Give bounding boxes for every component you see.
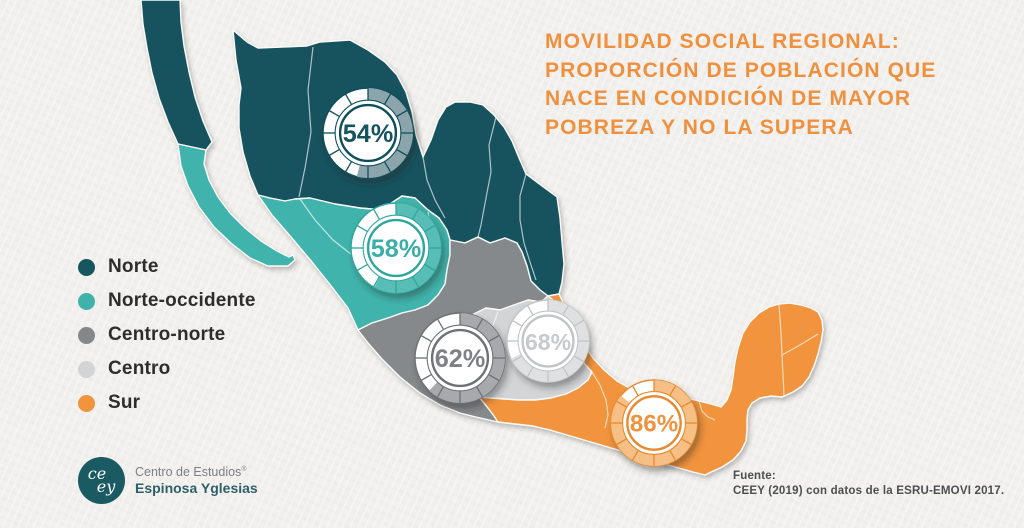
logo-line1: Centro de Estudios® [135, 465, 247, 480]
value-badges: 54% 58% 62% 68% 86% [322, 87, 698, 467]
region-norte-baja-california [140, 0, 213, 151]
map-legend: Norte Norte-occidente Centro-norte Centr… [78, 250, 256, 420]
legend-swatch-centro [78, 360, 95, 378]
ceey-logo-text: Centro de Estudios® Espinosa Yglesias [135, 465, 258, 495]
legend-item-centro: Centro [78, 352, 256, 386]
legend-label: Norte [108, 256, 159, 277]
svg-text:54%: 54% [343, 120, 393, 148]
ceey-logo-icon: ce ey [78, 457, 125, 504]
svg-text:68%: 68% [525, 329, 571, 355]
ceey-logo: ce ey Centro de Estudios® Espinosa Ygles… [78, 457, 258, 504]
badge-centro: 68% [506, 299, 590, 383]
badge-norte-occidente: 58% [350, 202, 442, 294]
region-norte-occidente-baja-sur [177, 143, 296, 267]
badge-sur: 86% [610, 379, 698, 467]
legend-swatch-norte [78, 258, 95, 276]
logo-line2: Espinosa Yglesias [135, 479, 258, 496]
svg-text:62%: 62% [435, 345, 485, 373]
source-text: CEEY (2019) con datos de la ESRU-EMOVI 2… [733, 484, 1005, 497]
svg-text:58%: 58% [371, 235, 421, 263]
svg-text:86%: 86% [630, 411, 678, 438]
title-line: MOVILIDAD SOCIAL REGIONAL: [545, 30, 900, 53]
legend-label: Centro-norte [108, 324, 226, 345]
legend-swatch-centro-norte [78, 326, 95, 344]
logo-monogram: ce [87, 464, 107, 484]
title-line: POBREZA Y NO LA SUPERA [545, 115, 854, 139]
title-line: PROPORCIÓN DE POBLACIÓN QUE [545, 58, 937, 82]
legend-swatch-norte-occidente [78, 292, 95, 310]
legend-label: Norte-occidente [108, 290, 256, 311]
logo-monogram: ey [96, 476, 116, 496]
legend-item-norte-occidente: Norte-occidente [78, 284, 256, 318]
legend-item-sur: Sur [78, 386, 256, 420]
badge-centro-norte: 62% [414, 312, 506, 404]
chart-title: MOVILIDAD SOCIAL REGIONAL: PROPORCIÓN DE… [545, 28, 1007, 142]
source-label: Fuente: [733, 470, 776, 482]
badge-norte: 54% [322, 87, 414, 179]
legend-label: Centro [108, 358, 171, 379]
legend-swatch-sur [78, 394, 95, 412]
title-line: NACE EN CONDICIÓN DE MAYOR [545, 87, 912, 111]
source-note: Fuente: CEEY (2019) con datos de la ESRU… [733, 469, 1004, 499]
legend-item-norte: Norte [78, 250, 256, 284]
legend-label: Sur [108, 392, 141, 413]
legend-item-centro-norte: Centro-norte [78, 318, 256, 352]
